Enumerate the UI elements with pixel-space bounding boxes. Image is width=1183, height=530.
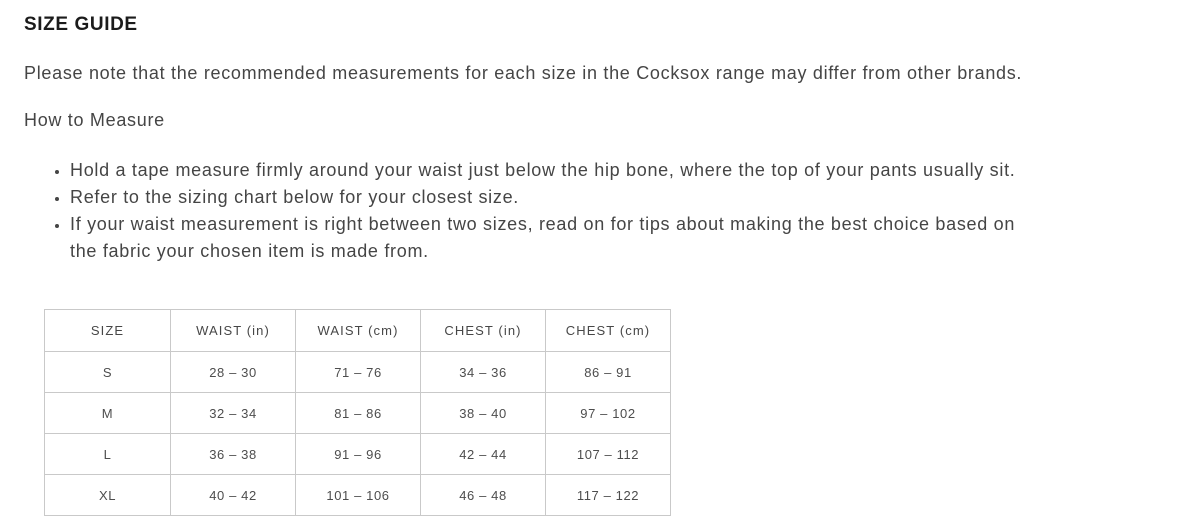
cell-waist-cm: 81 – 86 bbox=[295, 392, 421, 434]
cell-chest-in: 42 – 44 bbox=[420, 433, 546, 475]
cell-waist-cm: 101 – 106 bbox=[295, 474, 421, 516]
cell-size-label: S bbox=[44, 351, 171, 393]
cell-size-label: M bbox=[44, 392, 171, 434]
cell-waist-in: 36 – 38 bbox=[170, 433, 296, 475]
measure-instructions-list: Hold a tape measure firmly around your w… bbox=[24, 157, 1159, 265]
cell-chest-in: 34 – 36 bbox=[420, 351, 546, 393]
page-title: SIZE GUIDE bbox=[24, 14, 138, 35]
column-header-chest-cm: CHEST (cm) bbox=[545, 309, 671, 352]
size-chart-table: SIZE WAIST (in) WAIST (cm) CHEST (in) CH… bbox=[44, 309, 671, 516]
cell-chest-in: 46 – 48 bbox=[420, 474, 546, 516]
table-row-m: M 32 – 34 81 – 86 38 – 40 97 – 102 bbox=[44, 392, 671, 434]
table-row-xl: XL 40 – 42 101 – 106 46 – 48 117 – 122 bbox=[44, 474, 671, 516]
cell-chest-cm: 117 – 122 bbox=[545, 474, 671, 516]
table-row-s: S 28 – 30 71 – 76 34 – 36 86 – 91 bbox=[44, 351, 671, 393]
column-header-waist-in: WAIST (in) bbox=[170, 309, 296, 352]
cell-waist-in: 32 – 34 bbox=[170, 392, 296, 434]
size-guide-page: SIZE GUIDE Please note that the recommen… bbox=[24, 15, 1159, 516]
cell-size-label: XL bbox=[44, 474, 171, 516]
cell-waist-cm: 71 – 76 bbox=[295, 351, 421, 393]
column-header-size: SIZE bbox=[44, 309, 171, 352]
how-to-measure-heading: How to Measure bbox=[24, 110, 165, 130]
cell-chest-cm: 107 – 112 bbox=[545, 433, 671, 475]
column-header-waist-cm: WAIST (cm) bbox=[295, 309, 421, 352]
cell-waist-in: 40 – 42 bbox=[170, 474, 296, 516]
column-header-chest-in: CHEST (in) bbox=[420, 309, 546, 352]
table-row-l: L 36 – 38 91 – 96 42 – 44 107 – 112 bbox=[44, 433, 671, 475]
instruction-item-2: Refer to the sizing chart below for your… bbox=[70, 184, 1045, 211]
cell-waist-in: 28 – 30 bbox=[170, 351, 296, 393]
table-header-row: SIZE WAIST (in) WAIST (cm) CHEST (in) CH… bbox=[44, 309, 671, 352]
cell-chest-cm: 97 – 102 bbox=[545, 392, 671, 434]
cell-size-label: L bbox=[44, 433, 171, 475]
intro-text: Please note that the recommended measure… bbox=[24, 63, 1023, 83]
cell-chest-in: 38 – 40 bbox=[420, 392, 546, 434]
instruction-item-1: Hold a tape measure firmly around your w… bbox=[70, 157, 1045, 184]
cell-waist-cm: 91 – 96 bbox=[295, 433, 421, 475]
cell-chest-cm: 86 – 91 bbox=[545, 351, 671, 393]
instruction-item-3: If your waist measurement is right betwe… bbox=[70, 211, 1045, 265]
